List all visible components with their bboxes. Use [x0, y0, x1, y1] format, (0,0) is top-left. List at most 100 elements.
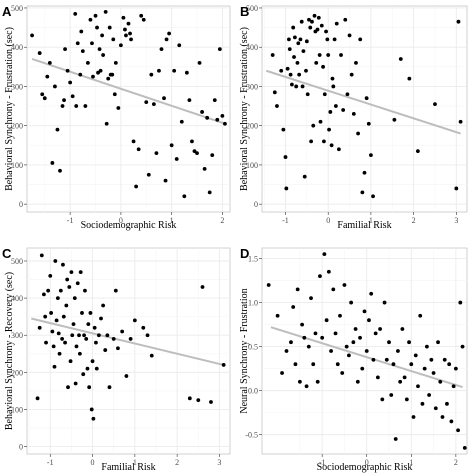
data-point — [308, 25, 313, 30]
data-point — [67, 285, 72, 289]
y-tick-label: 500 — [11, 4, 23, 13]
data-point — [294, 84, 299, 89]
data-point — [292, 55, 296, 59]
data-point — [315, 379, 320, 384]
data-point — [404, 397, 409, 402]
data-point — [101, 53, 106, 57]
y-axis-label: Behavioral Synchrony - Frustration (sec) — [4, 27, 15, 191]
data-point — [187, 98, 192, 103]
data-point — [149, 353, 154, 358]
data-point — [358, 37, 363, 42]
data-point — [94, 340, 98, 345]
data-point — [316, 15, 321, 20]
data-point — [99, 316, 103, 321]
data-point — [60, 337, 65, 341]
data-point — [297, 379, 302, 384]
data-point — [121, 15, 126, 20]
y-tick-label: -0.5 — [245, 431, 258, 440]
data-point — [345, 92, 350, 97]
data-point — [327, 127, 331, 132]
x-tick-label: 2 — [220, 216, 224, 225]
data-point — [309, 296, 313, 301]
data-point — [302, 335, 307, 340]
data-point — [79, 29, 84, 34]
data-point — [61, 262, 65, 267]
data-point — [299, 19, 304, 24]
data-point — [202, 166, 207, 171]
data-point — [70, 333, 75, 338]
data-point — [51, 344, 56, 349]
x-tick-label: 1 — [369, 216, 373, 225]
data-point — [330, 76, 335, 81]
data-point — [162, 96, 166, 101]
data-point — [322, 92, 327, 97]
data-point — [340, 371, 345, 375]
data-point — [205, 115, 210, 120]
x-tick-label: 0 — [91, 458, 95, 467]
data-point — [80, 49, 85, 54]
data-point — [310, 19, 314, 24]
data-point — [298, 37, 303, 42]
x-tick-label: 0 — [326, 216, 330, 225]
data-point — [322, 252, 327, 257]
y-tick-label: 500 — [246, 4, 258, 13]
data-point — [131, 139, 136, 144]
data-point — [343, 17, 348, 22]
regression-line — [31, 58, 226, 125]
data-point — [63, 47, 67, 52]
data-point — [53, 84, 57, 89]
y-tick-label: 0 — [19, 200, 23, 209]
data-point — [360, 366, 365, 371]
y-tick-label: 1.5 — [248, 255, 258, 264]
data-point — [196, 398, 201, 403]
data-point — [70, 94, 75, 99]
x-tick-label: 1 — [409, 458, 413, 467]
data-point — [50, 329, 55, 334]
data-point — [304, 384, 309, 389]
data-point — [300, 322, 305, 327]
data-point — [55, 127, 60, 132]
data-point — [116, 106, 121, 110]
data-point — [328, 110, 333, 114]
data-point — [44, 340, 48, 345]
x-tick-label: 3 — [454, 216, 458, 225]
data-point — [416, 384, 420, 389]
data-point — [85, 366, 90, 371]
data-point — [335, 362, 340, 367]
x-axis-label: Familial Risk — [337, 220, 391, 231]
data-point — [396, 349, 400, 353]
data-point — [369, 291, 374, 296]
panel-a: -1 0 1 2 0 100 200 300 400 500 Sociodemographic Ri… — [2, 4, 231, 231]
data-point — [113, 288, 118, 293]
data-point — [362, 170, 367, 175]
regression-line — [265, 69, 461, 135]
data-point — [66, 385, 70, 390]
data-point — [141, 17, 146, 22]
data-point — [324, 29, 328, 34]
data-point — [364, 96, 369, 101]
data-point — [433, 406, 438, 411]
y-tick-label: 400 — [11, 43, 23, 52]
data-point — [215, 117, 220, 122]
data-point — [371, 194, 375, 199]
data-point — [190, 139, 194, 144]
data-point — [87, 385, 92, 390]
data-point — [54, 318, 59, 323]
data-point — [275, 313, 280, 318]
data-point — [462, 445, 467, 450]
data-point — [398, 57, 403, 61]
data-point — [72, 296, 77, 301]
data-point — [136, 147, 141, 152]
data-point — [339, 53, 343, 57]
data-point — [90, 359, 95, 364]
data-point — [103, 348, 108, 352]
data-point — [400, 327, 405, 331]
data-point — [283, 155, 288, 159]
x-tick-label: -1 — [67, 216, 74, 225]
data-point — [338, 313, 342, 318]
data-point — [319, 23, 324, 28]
data-point — [45, 74, 50, 79]
data-point — [454, 186, 459, 191]
data-point — [107, 25, 112, 30]
